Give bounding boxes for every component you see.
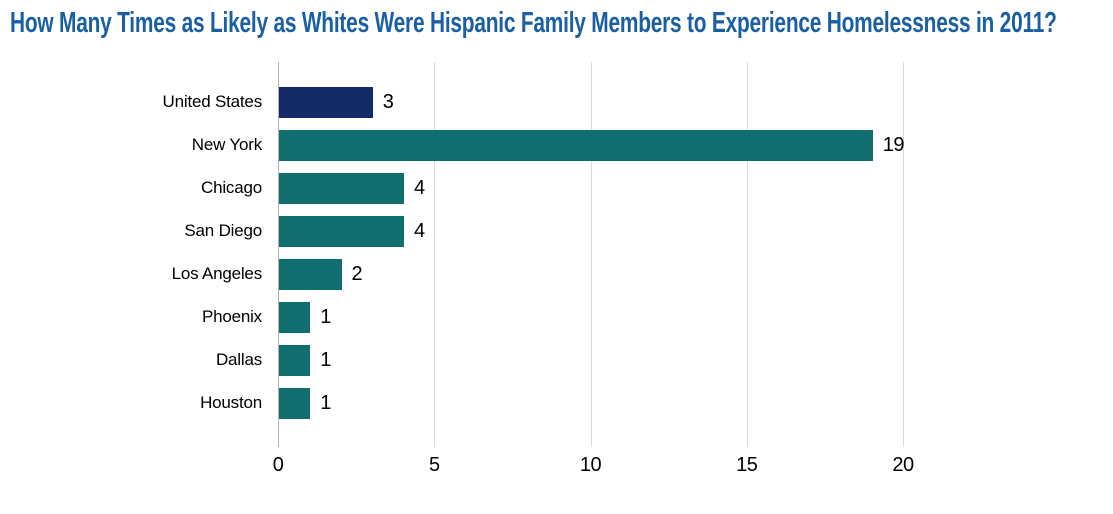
category-label-san-diego: San Diego: [184, 221, 262, 240]
value-label-new-york: 19: [882, 134, 905, 156]
bar-los-angeles: [279, 259, 342, 290]
x-tick-label-20: 20: [892, 454, 914, 476]
value-label-chicago: 4: [414, 177, 425, 199]
y-axis-line: [278, 62, 279, 447]
gridline-x-5: [434, 62, 436, 447]
category-label-chicago: Chicago: [201, 178, 262, 197]
bar-chicago: [279, 173, 404, 204]
category-label-new-york: New York: [191, 135, 262, 154]
category-label-los-angeles: Los Angeles: [171, 264, 263, 283]
category-label-houston: Houston: [200, 393, 262, 412]
category-label-phoenix: Phoenix: [201, 307, 262, 326]
x-tick-label-0: 0: [272, 454, 284, 476]
bar-dallas: [279, 345, 311, 376]
x-tick-label-15: 15: [736, 454, 758, 476]
gridline-x-20: [903, 62, 904, 447]
bar-phoenix: [279, 302, 311, 333]
plot-area: 0 5 10 15 20 United States 3 New York 19 Chicago 4…: [0, 62, 1113, 514]
value-label-houston: 1: [320, 392, 331, 414]
category-label-united-states: United States: [162, 92, 263, 111]
value-label-los-angeles: 2: [351, 263, 363, 285]
bar-san-diego: [279, 216, 404, 247]
bar-houston: [279, 388, 311, 419]
value-label-dallas: 1: [320, 349, 331, 371]
value-label-san-diego: 4: [414, 220, 425, 242]
bar-new-york: [279, 130, 873, 161]
category-label-dallas: Dallas: [215, 350, 262, 369]
gridline-x-10: [590, 62, 592, 447]
value-label-united-states: 3: [382, 91, 394, 113]
x-tick-label-5: 5: [428, 454, 440, 476]
chart-title: How Many Times as Likely as Whites Were …: [10, 7, 1057, 39]
bar-united-states: [279, 87, 373, 118]
x-tick-label-10: 10: [579, 454, 602, 476]
value-label-phoenix: 1: [320, 306, 331, 328]
gridline-x-15: [746, 62, 748, 447]
